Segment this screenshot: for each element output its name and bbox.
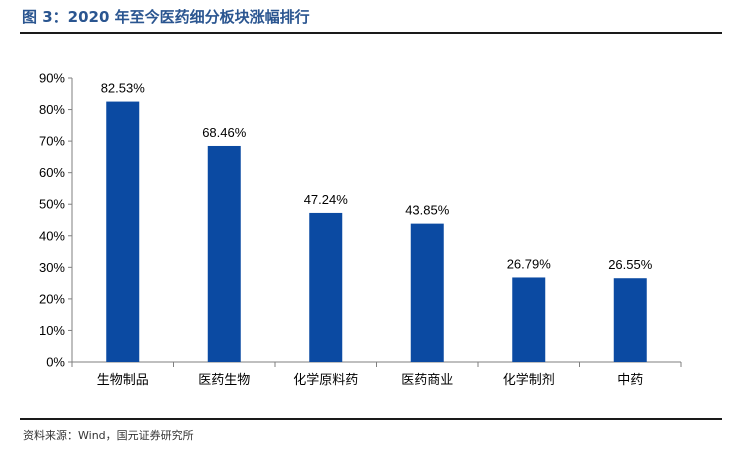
bar: [106, 101, 140, 363]
x-tick-label: 生物制品: [97, 372, 149, 387]
data-label: 26.55%: [608, 257, 653, 272]
x-tick-label: 医药生物: [198, 372, 250, 387]
x-tick-label: 化学原料药: [293, 372, 358, 387]
data-label: 47.24%: [304, 192, 349, 207]
data-label: 43.85%: [405, 203, 450, 218]
bar: [512, 277, 546, 362]
y-tick-label: 60%: [39, 165, 65, 180]
bar: [410, 223, 444, 362]
x-tick-label: 医药商业: [401, 372, 453, 387]
y-tick-label: 70%: [39, 134, 65, 149]
bar-chart: 0% 10% 20% 30% 40% 50% 60% 70% 80% 90% 82.53% 生物制品 6…: [39, 71, 682, 387]
y-tick-label: 10%: [39, 323, 65, 338]
y-tick-label: 40%: [39, 228, 65, 243]
y-tick-label: 50%: [39, 197, 65, 212]
y-tick-label: 20%: [39, 291, 65, 306]
bottom-rule: [20, 418, 722, 420]
y-tick-label: 0%: [46, 355, 65, 370]
source-note: 资料来源：Wind，国元证券研究所: [23, 429, 194, 442]
bar: [309, 212, 343, 362]
y-tick-label: 80%: [39, 102, 65, 117]
y-tick-label: 30%: [39, 260, 65, 275]
top-rule: [20, 32, 722, 34]
data-label: 26.79%: [507, 256, 552, 271]
bar: [613, 278, 647, 362]
data-label: 68.46%: [202, 125, 247, 140]
figure-title: 图 3：2020 年至今医药细分板块涨幅排行: [22, 8, 310, 26]
y-tick-label: 90%: [39, 71, 65, 86]
bar: [207, 145, 241, 362]
data-label: 82.53%: [101, 81, 146, 96]
x-tick-label: 化学制剂: [503, 372, 555, 387]
x-tick-label: 中药: [617, 372, 643, 387]
